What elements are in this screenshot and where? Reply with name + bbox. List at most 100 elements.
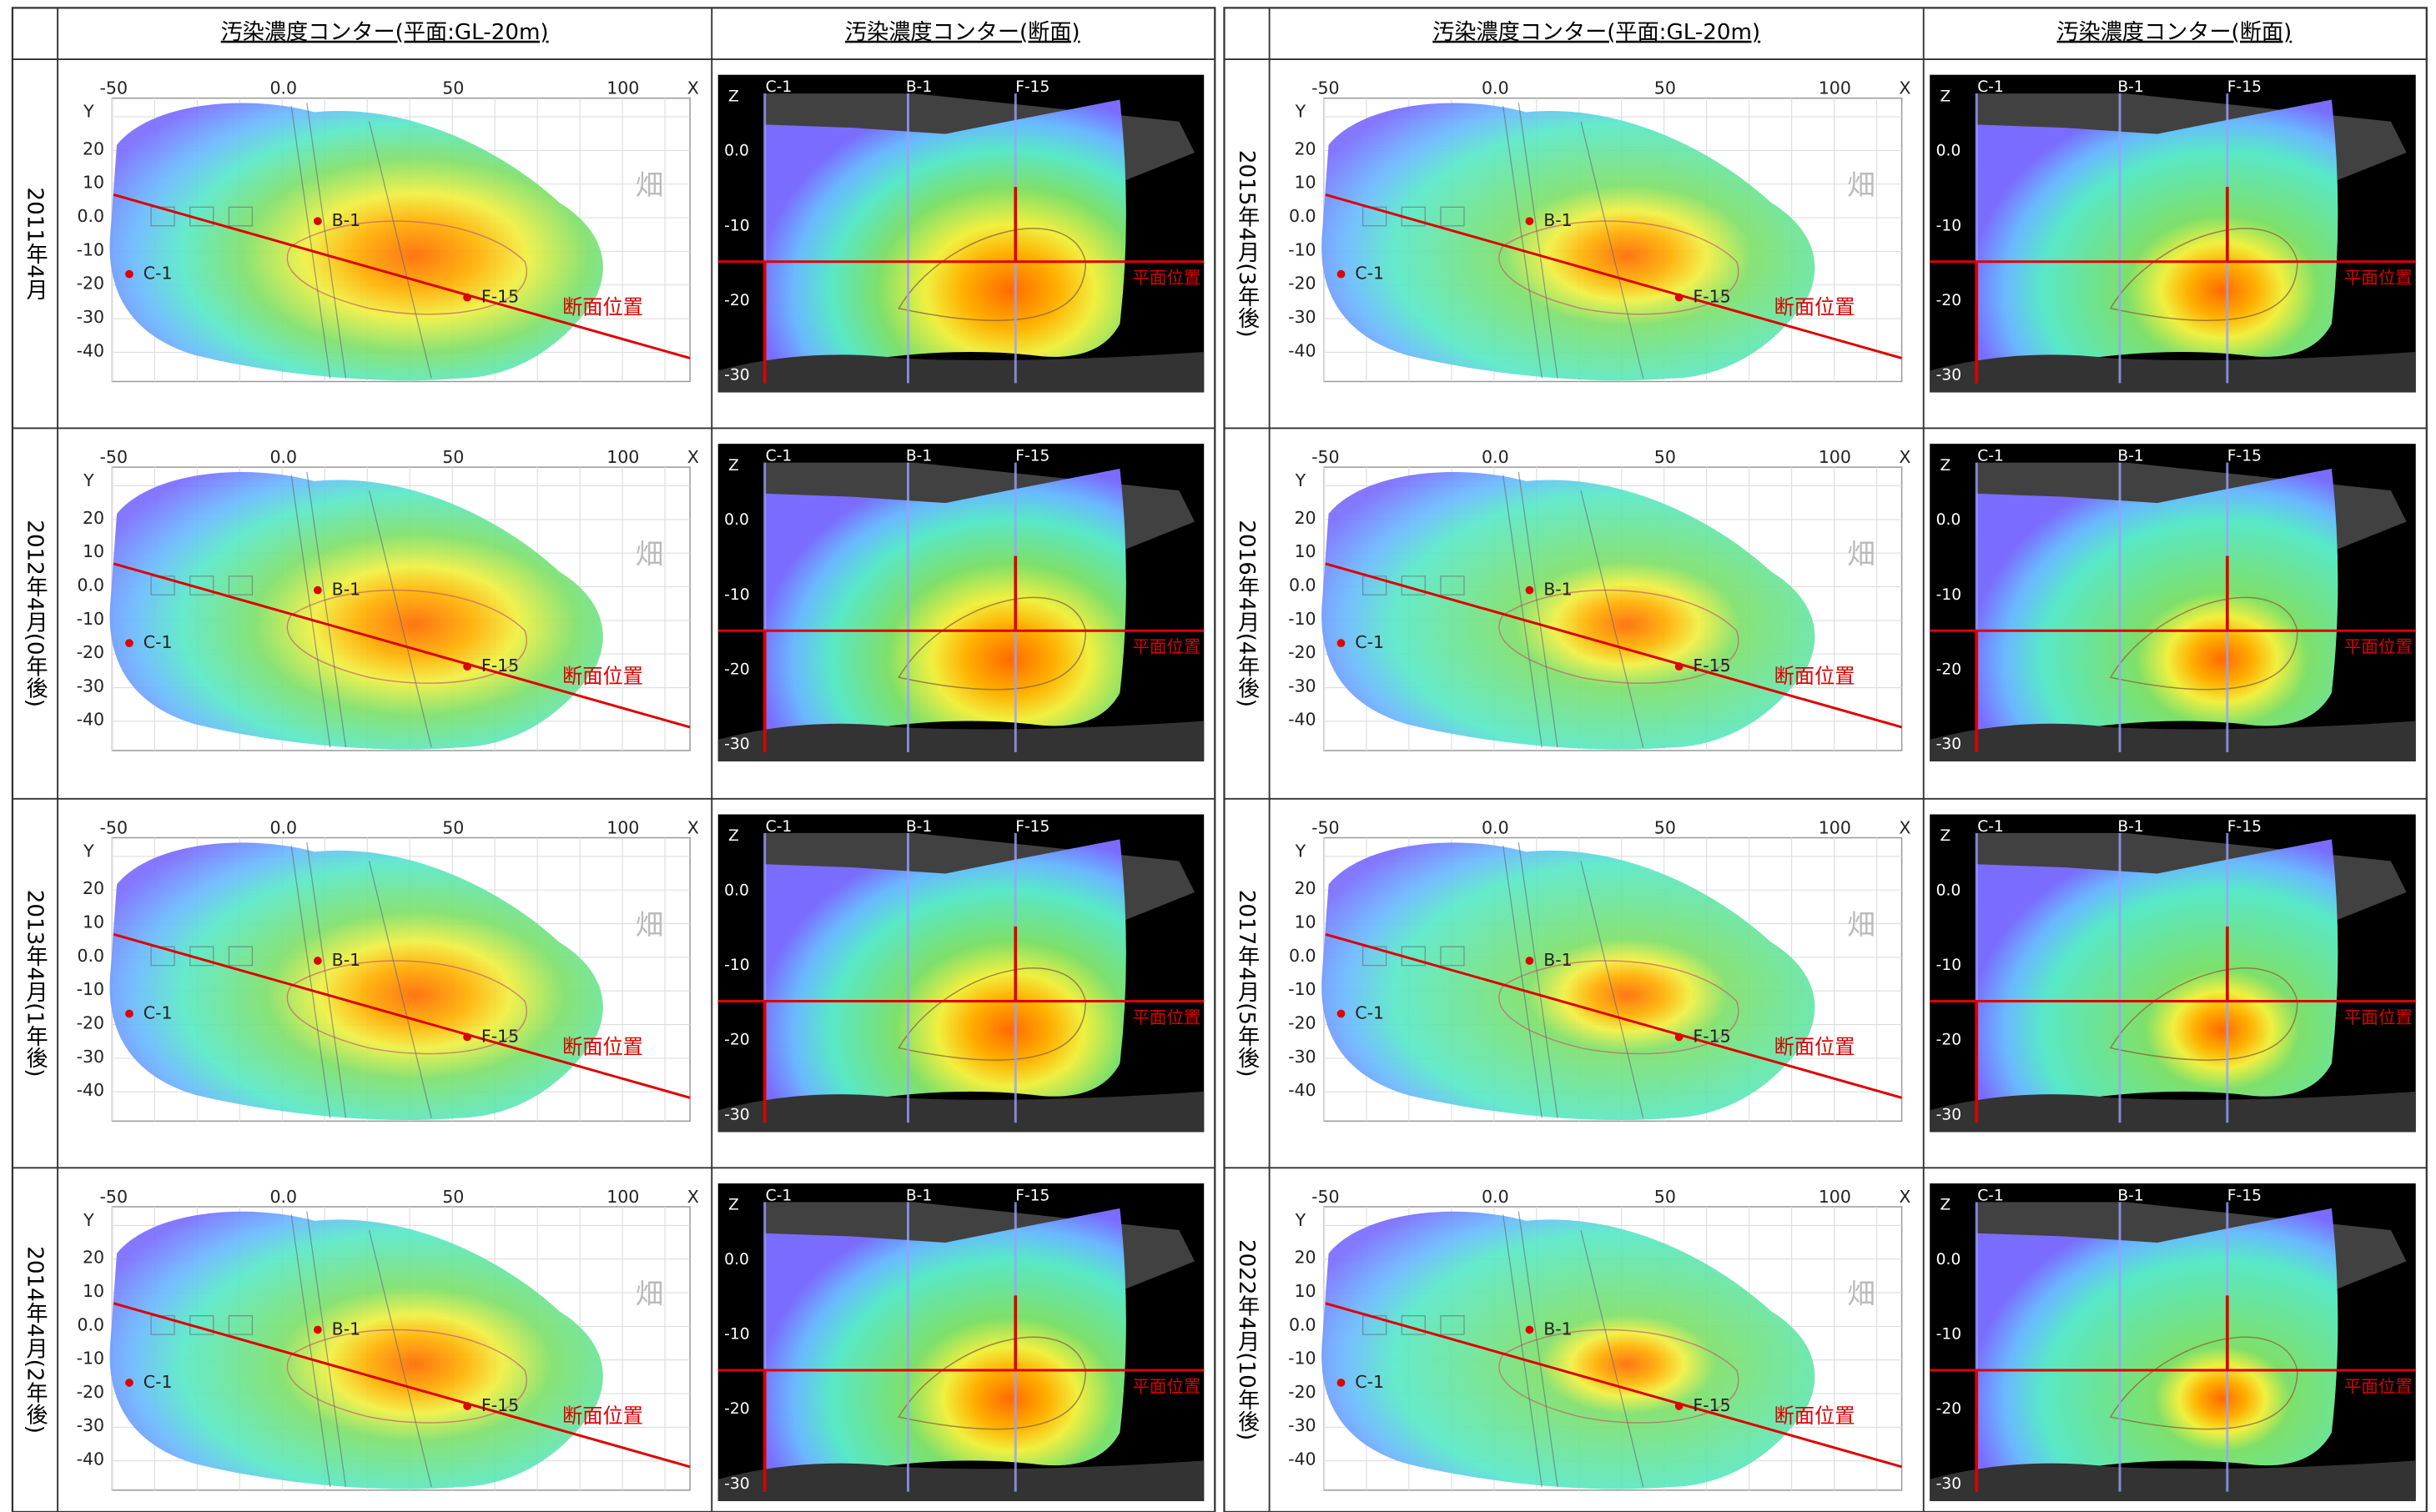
well-label: F-15 [481,287,519,307]
y-tick-label: -30 [77,1047,105,1067]
well-point [1674,662,1684,671]
plan-panel: 畑 -50 0.0 50 100 X Y 20 10 0.0 -10 -20 -30 -40 B-1 C-1 F… [1288,78,1910,383]
well-label: B-1 [906,1187,932,1204]
well-point [1674,1032,1684,1042]
x-tick-label: 50 [1654,447,1676,467]
well-label: C-1 [1355,1372,1384,1392]
z-tick-label: -20 [1936,292,1961,309]
z-axis-name: Z [728,457,739,475]
y-tick-label: 10 [83,912,104,932]
section-panel: C-1 B-1 F-15 Z 0.0 -10 -20 -30 平面位置 [1930,444,2416,762]
well-label: F-15 [1693,1395,1730,1415]
y-axis-name: Y [1295,841,1306,861]
z-tick-label: 0.0 [1936,143,1961,160]
well-label: B-1 [332,950,361,970]
section-line-label: 断面位置 [1774,1035,1855,1059]
map-lines [1361,1211,1644,1488]
x-tick-label: 0.0 [1482,1187,1509,1207]
map-label: 畑 [1847,1278,1875,1310]
well-label: B-1 [2117,78,2143,96]
x-tick-label: -50 [1311,1187,1340,1207]
y-tick-label: 20 [83,508,104,528]
y-tick-label: -10 [1288,1349,1316,1369]
y-tick-label: -20 [1288,642,1316,662]
section-line [1325,932,1903,1099]
section-panel: C-1 B-1 F-15 Z 0.0 -10 -20 -30 平面位置 [1930,74,2416,393]
y-axis-name: Y [1295,1210,1306,1230]
well-label: F-15 [1015,1187,1049,1204]
well-point [463,293,471,302]
ground [717,721,1205,762]
x-tick-label: 50 [442,817,464,837]
well-label: F-15 [1693,1026,1730,1046]
contour-plan [1321,842,1815,1121]
z-tick-label: -30 [724,1475,749,1493]
well-label: B-1 [332,210,361,230]
y-tick-label: 10 [83,173,104,193]
y-axis-name: Y [83,841,94,861]
z-axis-name: Z [728,88,739,105]
y-tick-label: -10 [77,979,105,999]
z-tick-label: -20 [1936,661,1961,678]
y-tick-label: -20 [77,642,105,662]
contour-line [1498,589,1739,684]
well-label: B-1 [332,580,361,600]
y-tick-label: 20 [1295,1248,1316,1268]
contour-plan [1321,103,1815,381]
well-label: B-1 [1543,1319,1573,1339]
ground [1930,1460,2416,1501]
well-label: C-1 [766,78,793,96]
x-tick-label: 100 [606,1187,639,1207]
map-lines [1361,842,1644,1118]
well-label: F-15 [2227,448,2262,465]
section-line [113,1302,691,1469]
well-point [1525,585,1534,595]
x-tick-label: 0.0 [269,78,297,98]
y-tick-label: -30 [77,676,105,696]
y-tick-label: -30 [77,307,105,327]
plan-line-label: 平面位置 [1132,1377,1200,1397]
y-tick-label: 20 [1295,878,1316,898]
y-tick-label: 10 [1295,541,1316,561]
contour-section [764,469,1126,750]
y-tick-label: -20 [77,274,105,294]
well-point [125,1009,133,1018]
plan-line-label: 平面位置 [2344,1007,2413,1027]
contour-plan [109,471,603,750]
y-tick-label: 0.0 [1289,1314,1316,1334]
y-tick-label: 0.0 [1289,946,1316,966]
x-tick-label: 50 [442,78,464,98]
y-tick-label: -10 [77,609,105,629]
y-tick-label: -20 [77,1382,105,1402]
well-label: F-15 [2227,1187,2262,1204]
y-tick-label: -40 [1288,340,1316,360]
section-line-label: 断面位置 [562,1035,643,1059]
well-label: F-15 [2227,78,2262,96]
row-label: 2015年4月(3年後) [1234,150,1260,338]
z-tick-label: 0.0 [724,882,749,899]
section-panel: C-1 B-1 F-15 Z 0.0 -10 -20 -30 平面位置 [717,1183,1205,1501]
z-axis-name: Z [1940,88,1951,105]
x-tick-label: 50 [1654,78,1676,98]
x-tick-label: 50 [442,447,464,467]
well-point [1525,957,1534,965]
row-label: 2012年4月(0年後) [23,520,48,707]
x-axis-name: X [1899,78,1910,98]
x-axis-name: X [1899,817,1910,837]
map-lines [150,471,432,748]
well-label: F-15 [1015,78,1049,96]
z-tick-label: -30 [724,736,749,753]
x-tick-label: 100 [1819,1187,1851,1207]
contour-section [764,99,1126,380]
well-point [1336,1009,1346,1018]
plan-line-label: 平面位置 [2344,1377,2413,1397]
row-label: 2011年4月 [23,188,48,300]
map-lines [1361,103,1644,379]
well-point [314,1325,322,1334]
well-point [314,957,322,965]
z-tick-label: 0.0 [724,143,749,160]
well-point [1336,1379,1346,1387]
map-lines [150,103,432,379]
well-label: B-1 [906,448,932,465]
section-header: 汚染濃度コンター(断面) [2057,20,2293,45]
